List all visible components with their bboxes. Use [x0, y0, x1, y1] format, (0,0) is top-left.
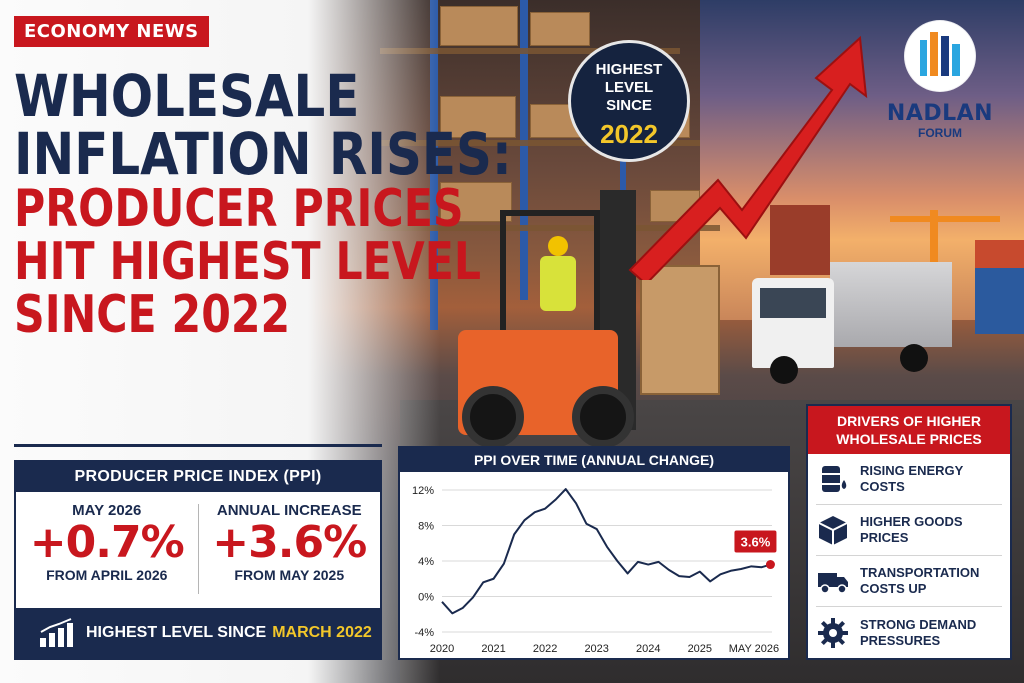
- headline-line: HIT HIGHEST LEVEL: [14, 232, 482, 292]
- logo-sub: FORUM: [918, 126, 962, 140]
- chart-title: PPI OVER TIME (ANNUAL CHANGE): [400, 448, 788, 472]
- shelf-post: [520, 0, 528, 300]
- driver-label: RISING ENERGY COSTS: [860, 463, 964, 494]
- x-tick-label: 2022: [533, 643, 557, 655]
- ppi-footer-highlight: MARCH 2022: [272, 624, 372, 641]
- drivers-card: DRIVERS OF HIGHER WHOLESALE PRICES RISIN…: [806, 404, 1012, 660]
- truck-wheel: [770, 356, 798, 384]
- shipping-container: [770, 205, 830, 275]
- cardboard-box: [440, 6, 518, 46]
- headline: WHOLESALE INFLATION RISES: PRODUCER PRIC…: [14, 62, 512, 345]
- ppi-monthly-sub: FROM APRIL 2026: [46, 567, 168, 583]
- truck-trailer: [830, 262, 952, 347]
- badge-line: LEVEL: [604, 79, 654, 96]
- truck-wheel: [900, 344, 928, 372]
- worker-vest: [540, 256, 576, 311]
- driver-label: TRANSPORTATION COSTS UP: [860, 565, 980, 596]
- headline-line: PRODUCER PRICES: [14, 179, 464, 239]
- ppi-columns: MAY 2026 +0.7% FROM APRIL 2026 ANNUAL IN…: [16, 492, 380, 606]
- drivers-title: DRIVERS OF HIGHER WHOLESALE PRICES: [808, 406, 1010, 454]
- badge-text: HIGHEST LEVEL SINCE: [571, 61, 687, 115]
- driver-item: RISING ENERGY COSTS: [816, 454, 1002, 505]
- economy-news-tag: ECONOMY NEWS: [14, 16, 209, 47]
- ppi-monthly: MAY 2026 +0.7% FROM APRIL 2026: [16, 492, 198, 606]
- ppi-footer-text: HIGHEST LEVEL SINCE: [86, 624, 267, 641]
- shipping-container: [975, 268, 1024, 334]
- x-tick-label: 2023: [584, 643, 608, 655]
- y-tick-label: 0%: [418, 592, 434, 604]
- ppi-chart-card: PPI OVER TIME (ANNUAL CHANGE) 12% 8% 4% 0% -…: [398, 446, 790, 660]
- ppi-annual: ANNUAL INCREASE +3.6% FROM MAY 2025: [199, 492, 381, 606]
- forklift-wheel: [572, 386, 634, 448]
- logo-name: NADLAN: [886, 101, 994, 126]
- x-tick-label: 2024: [636, 643, 660, 655]
- annotation-label: 3.6%: [741, 535, 771, 550]
- shelf-beam: [380, 225, 720, 231]
- building-logo-icon: [904, 20, 976, 92]
- badge-line: HIGHEST: [595, 61, 663, 78]
- box-icon: [818, 516, 848, 545]
- ppi-footer: HIGHEST LEVEL SINCE MARCH 2022: [16, 608, 380, 658]
- bar-chart-icon: [40, 618, 73, 647]
- driver-item: TRANSPORTATION COSTS UP: [816, 556, 1002, 607]
- ppi-annual-sub: FROM MAY 2025: [234, 567, 345, 583]
- badge-year: 2022: [600, 119, 658, 149]
- shelf-beam: [380, 48, 680, 54]
- x-tick-label: 2021: [481, 643, 505, 655]
- headline-line: INFLATION RISES:: [14, 120, 512, 188]
- ppi-separator: [197, 504, 199, 594]
- shelf-beam: [380, 140, 700, 146]
- ppi-series-line: [441, 488, 771, 615]
- divider: [14, 444, 382, 447]
- pallet-stack: [640, 265, 720, 395]
- ppi-line-chart: 12% 8% 4% 0% -4% 2020 2021 2022 2023 2024 2025 MAY …: [412, 485, 779, 655]
- driver-item: HIGHER GOODS PRICES: [816, 505, 1002, 556]
- cardboard-box: [440, 96, 516, 138]
- ppi-annual-label: ANNUAL INCREASE: [216, 502, 362, 519]
- truck-icon: [818, 573, 848, 594]
- y-tick-label: -4%: [414, 627, 434, 639]
- ppi-monthly-label: MAY 2026: [72, 502, 142, 519]
- latest-data-point: [765, 560, 775, 570]
- headline-line: WHOLESALE: [14, 62, 360, 130]
- port-crane: [890, 216, 1000, 222]
- y-tick-label: 12%: [412, 485, 434, 497]
- cardboard-box: [530, 12, 590, 46]
- x-tick-label: 2020: [430, 643, 454, 655]
- badge-line: SINCE: [606, 97, 652, 114]
- highest-level-badge: HIGHEST LEVEL SINCE 2022: [568, 40, 690, 162]
- ppi-title: PRODUCER PRICE INDEX (PPI): [16, 462, 380, 492]
- forklift-wheel: [462, 386, 524, 448]
- y-tick-label: 8%: [418, 521, 434, 533]
- annotation-box: [734, 530, 777, 553]
- ppi-annual-value: +3.6%: [212, 517, 367, 568]
- driver-label: STRONG DEMAND PRESSURES: [860, 616, 977, 648]
- ppi-card: PRODUCER PRICE INDEX (PPI) MAY 2026 +0.7…: [14, 460, 382, 660]
- shelf-post: [620, 60, 626, 300]
- driver-item: STRONG DEMAND PRESSURES: [816, 607, 1002, 658]
- x-tick-label: MAY 2026: [729, 643, 779, 655]
- nadlan-forum-logo: NADLAN FORUM: [880, 20, 1000, 140]
- y-tick-label: 4%: [418, 556, 434, 568]
- worker-helmet: [548, 236, 568, 256]
- oil-barrel-icon: [822, 466, 847, 492]
- truck-window: [760, 288, 826, 318]
- headline-line: SINCE 2022: [14, 285, 291, 345]
- driver-label: HIGHER GOODS PRICES: [860, 514, 963, 545]
- shipping-container: [975, 240, 1024, 268]
- x-tick-label: 2025: [688, 643, 712, 655]
- gear-icon: [818, 617, 848, 648]
- ppi-monthly-value: +0.7%: [29, 517, 185, 568]
- rising-arrow-icon: [628, 35, 868, 280]
- forklift-cab: [500, 210, 600, 335]
